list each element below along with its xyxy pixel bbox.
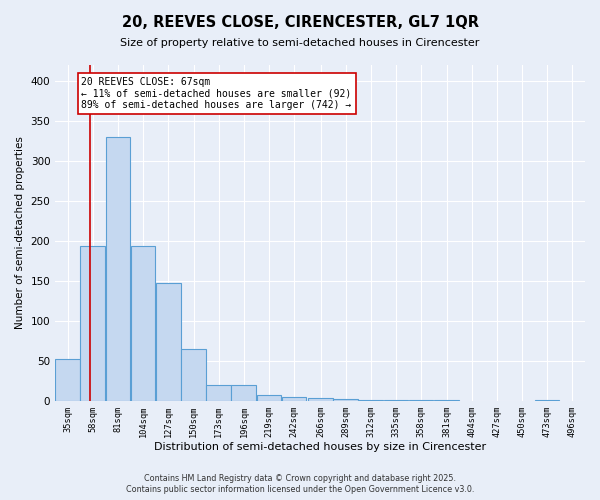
Text: Contains HM Land Registry data © Crown copyright and database right 2025.
Contai: Contains HM Land Registry data © Crown c… — [126, 474, 474, 494]
Bar — [80, 246, 105, 400]
Bar — [131, 246, 155, 400]
Bar — [282, 396, 307, 400]
Bar — [206, 384, 231, 400]
Text: 20 REEVES CLOSE: 67sqm
← 11% of semi-detached houses are smaller (92)
89% of sem: 20 REEVES CLOSE: 67sqm ← 11% of semi-det… — [82, 77, 352, 110]
Y-axis label: Number of semi-detached properties: Number of semi-detached properties — [15, 136, 25, 329]
X-axis label: Distribution of semi-detached houses by size in Cirencester: Distribution of semi-detached houses by … — [154, 442, 486, 452]
Bar — [156, 283, 181, 401]
Bar — [308, 398, 332, 400]
Text: Size of property relative to semi-detached houses in Cirencester: Size of property relative to semi-detach… — [121, 38, 479, 48]
Bar — [257, 395, 281, 400]
Text: 20, REEVES CLOSE, CIRENCESTER, GL7 1QR: 20, REEVES CLOSE, CIRENCESTER, GL7 1QR — [121, 15, 479, 30]
Bar — [181, 348, 206, 401]
Bar — [106, 137, 130, 400]
Bar — [333, 399, 358, 400]
Bar — [55, 359, 80, 401]
Bar — [232, 384, 256, 400]
